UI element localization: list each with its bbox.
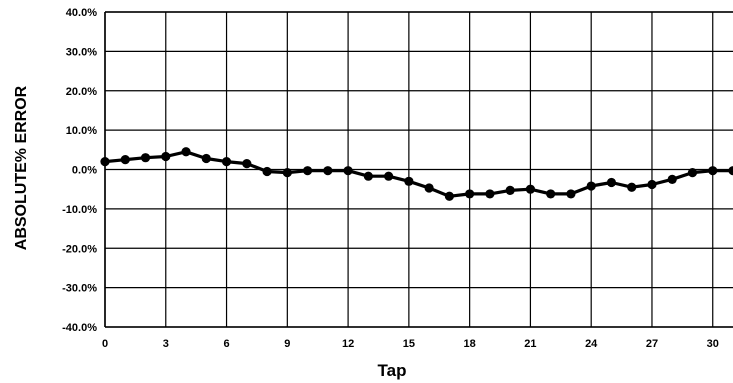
y-tick-label: -20.0% (62, 243, 97, 255)
grid (104, 11, 733, 328)
data-point (667, 174, 677, 184)
y-tick-label: 10.0% (66, 125, 97, 137)
data-point (546, 189, 556, 199)
y-tick-label: -30.0% (62, 283, 97, 295)
data-point (586, 181, 596, 191)
data-point (525, 184, 536, 194)
data-point (242, 158, 252, 169)
data-point (221, 157, 232, 167)
x-tick-label: 15 (403, 338, 415, 350)
data-point (606, 177, 617, 188)
data-point (647, 179, 657, 190)
data-point (120, 155, 130, 165)
x-tick-label: 30 (707, 338, 719, 350)
data-point (161, 151, 171, 162)
data-point (343, 166, 353, 176)
y-tick-labels: 40.0% 30.0% 20.0% 10.0% 0.0% -10.0% -20.0% -30.… (62, 7, 97, 334)
data-point (687, 168, 698, 178)
x-tick-label: 12 (342, 338, 354, 350)
data-point (302, 166, 313, 176)
data-point (384, 171, 394, 181)
series-line (104, 150, 733, 198)
data-point (140, 153, 151, 163)
x-tick-label: 27 (646, 338, 658, 350)
x-tick-labels: 0 3 6 9 12 15 18 21 24 27 30 (102, 338, 719, 350)
data-series (100, 147, 733, 201)
data-point (181, 147, 191, 157)
x-tick-label: 24 (585, 338, 598, 350)
data-point (505, 185, 515, 195)
data-point (708, 166, 718, 176)
data-point (444, 191, 454, 201)
x-tick-label: 0 (102, 338, 108, 350)
data-point (465, 189, 475, 199)
y-tick-label: -10.0% (62, 204, 97, 216)
y-tick-label: 20.0% (66, 86, 97, 98)
x-tick-label: 6 (223, 338, 229, 350)
y-tick-label: 30.0% (66, 46, 97, 58)
y-tick-label: -40.0% (62, 322, 97, 334)
x-tick-label: 9 (284, 338, 290, 350)
data-point (424, 183, 434, 193)
y-tick-label: 40.0% (66, 7, 97, 19)
x-axis-label: Tap (378, 361, 407, 380)
data-point (282, 168, 292, 178)
data-point (404, 176, 414, 186)
data-point (485, 189, 495, 199)
data-point (262, 166, 272, 177)
x-tick-label: 18 (464, 338, 476, 350)
x-tick-label: 21 (524, 338, 536, 350)
data-point (323, 166, 333, 176)
y-tick-label: 0.0% (72, 165, 97, 177)
y-axis-label: ABSOLUTE% ERROR (13, 85, 30, 250)
data-point (201, 153, 211, 164)
data-point (566, 189, 576, 199)
x-tick-label: 3 (163, 338, 169, 350)
data-point (363, 171, 373, 181)
data-point (728, 166, 733, 176)
data-point (100, 157, 110, 167)
data-point (627, 182, 637, 192)
